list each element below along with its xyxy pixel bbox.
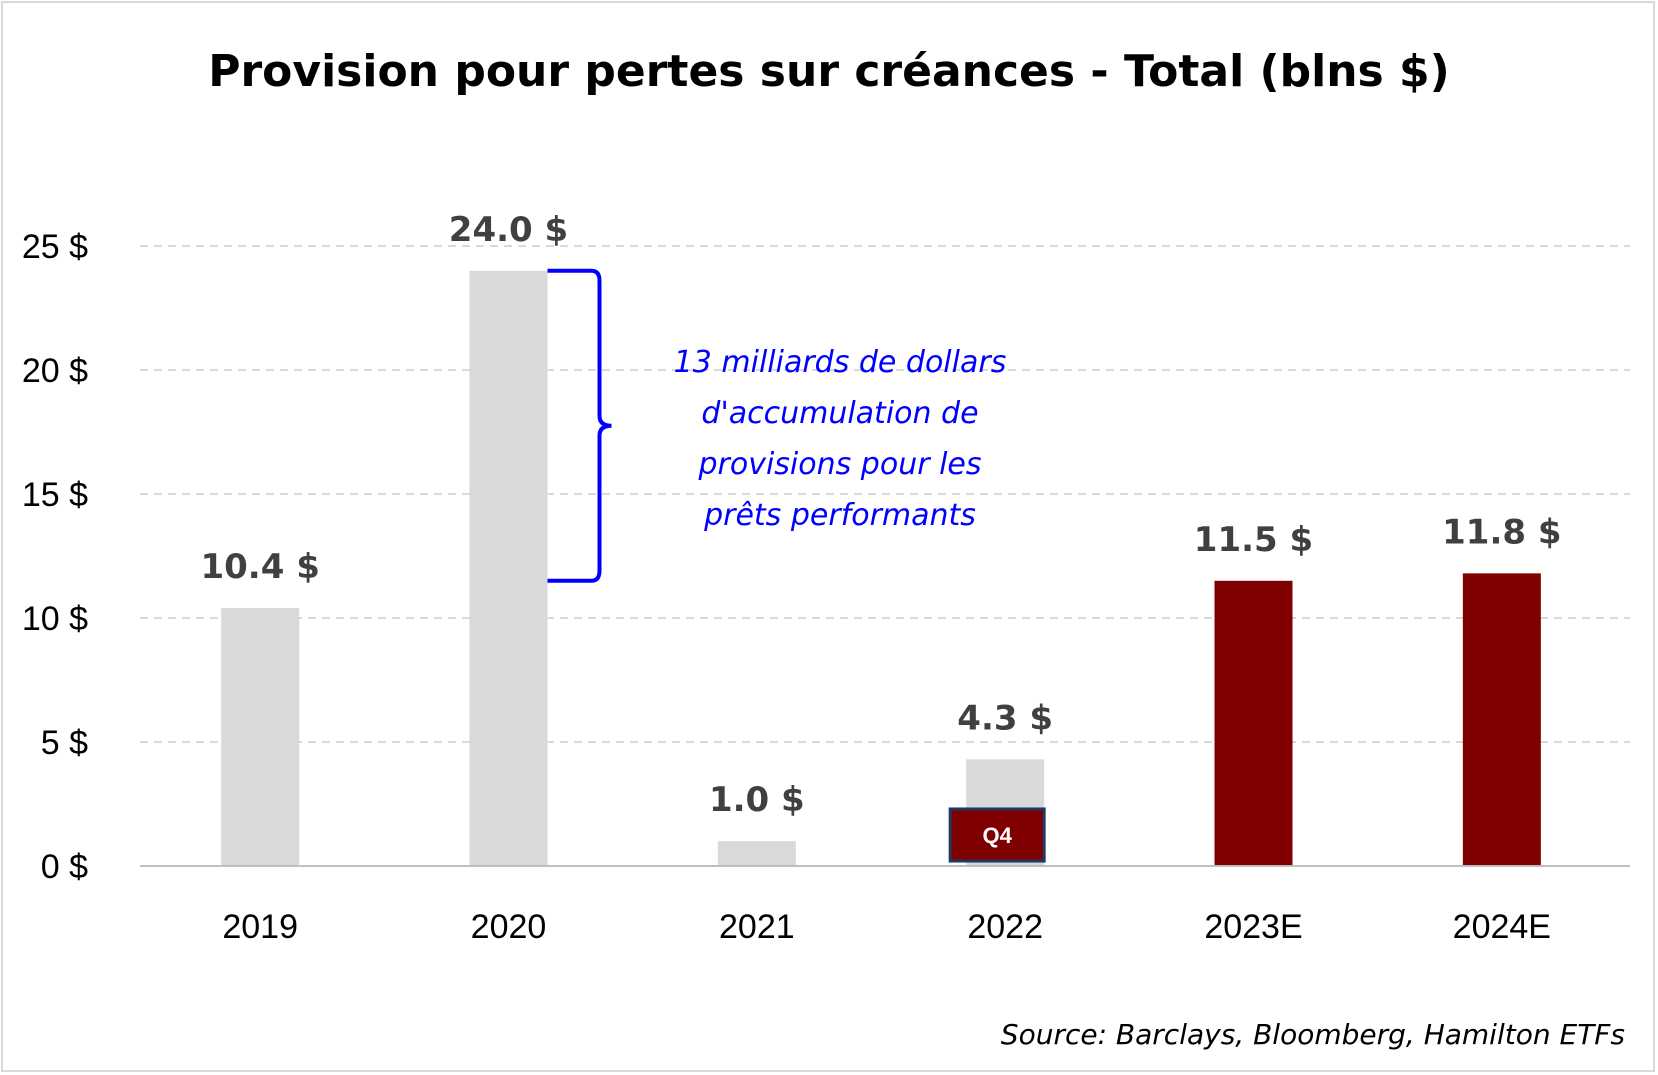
source-note: Source: Barclays, Bloomberg, Hamilton ET…	[1001, 1018, 1625, 1051]
x-tick-label: 2019	[222, 908, 298, 946]
y-axis-ticks: 0 $ 5 $ 10 $ 15 $ 20 $ 25 $	[22, 228, 88, 886]
data-label: 11.8 $	[1442, 512, 1561, 552]
bar-2019	[221, 608, 300, 866]
y-tick-label: 20 $	[22, 352, 88, 390]
data-label: 4.3 $	[957, 698, 1053, 738]
annotation: 13 milliards de dollars d'accumulation de…	[547, 268, 1007, 583]
y-tick-label: 0 $	[41, 848, 88, 886]
bars: Q4	[221, 270, 1541, 866]
data-label: 10.4 $	[200, 547, 319, 587]
annotation-line: provisions pour les	[697, 447, 981, 482]
y-tick-label: 5 $	[41, 724, 88, 762]
annotation-line: prêts performants	[703, 498, 976, 533]
x-axis-ticks: 2019 2020 2021 2022 2023E 2024E	[222, 908, 1551, 946]
data-label: 24.0 $	[449, 210, 568, 250]
bar-2023E	[1214, 580, 1293, 866]
x-tick-label: 2023E	[1204, 908, 1302, 946]
x-tick-label: 2024E	[1453, 908, 1551, 946]
bar-2024E	[1462, 573, 1541, 866]
chart-title: Provision pour pertes sur créances - Tot…	[208, 46, 1450, 97]
bar-2020	[469, 270, 548, 866]
data-labels: 10.4 $ 24.0 $ 1.0 $ 4.3 $ 11.5 $ 11.8 $	[200, 210, 1561, 820]
x-tick-label: 2022	[967, 908, 1043, 946]
annotation-line: 13 milliards de dollars	[674, 345, 1007, 380]
q4-segment	[948, 807, 1046, 863]
data-label: 11.5 $	[1194, 520, 1313, 560]
q4-label: Q4	[982, 823, 1012, 848]
x-tick-label: 2020	[471, 908, 547, 946]
x-tick-label: 2021	[719, 908, 795, 946]
brace-bracket	[547, 268, 612, 583]
y-tick-label: 10 $	[22, 600, 88, 638]
data-label: 1.0 $	[709, 780, 805, 820]
annotation-line: d'accumulation de	[701, 396, 978, 431]
y-tick-label: 25 $	[22, 228, 88, 266]
bar-2021	[717, 841, 796, 866]
gridlines	[140, 245, 1630, 743]
y-tick-label: 15 $	[22, 476, 88, 514]
